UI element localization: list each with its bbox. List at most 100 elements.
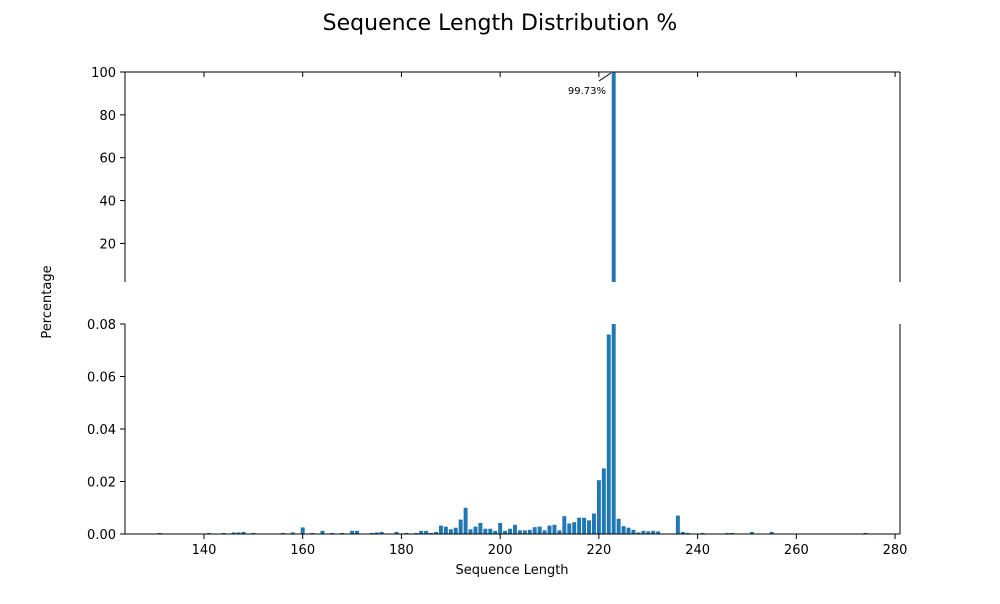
bar-247 xyxy=(730,532,735,534)
bar-162 xyxy=(310,532,315,534)
x-tick-label: 280 xyxy=(883,543,908,558)
bar-223 xyxy=(611,324,616,534)
bar-148 xyxy=(241,531,246,534)
bar-174 xyxy=(369,532,374,534)
y-tick-label: 60 xyxy=(99,152,116,167)
bar-195 xyxy=(473,526,478,534)
bar-196 xyxy=(478,522,483,534)
bar-221 xyxy=(601,468,606,534)
bar-202 xyxy=(508,528,513,534)
x-tick-label: 180 xyxy=(389,543,414,558)
bar-220 xyxy=(596,480,601,534)
bar-156 xyxy=(280,532,285,534)
bar-186 xyxy=(429,532,434,534)
upper-bars xyxy=(611,72,616,282)
bar-199 xyxy=(493,530,498,534)
bar-171 xyxy=(355,530,359,534)
upper-y-ticks: 20 40 60 80 100 xyxy=(91,66,125,252)
lower-y-ticks: 0.00 0.02 0.04 0.06 0.08 xyxy=(87,318,125,543)
bar-187 xyxy=(434,531,438,534)
bar-179 xyxy=(394,531,399,534)
bar-255 xyxy=(769,531,774,534)
bar-225 xyxy=(621,526,626,534)
bar-215 xyxy=(572,522,577,534)
bar-229 xyxy=(641,530,646,534)
bar-232 xyxy=(656,531,661,534)
bar-181 xyxy=(404,532,409,534)
bar-192 xyxy=(458,519,463,534)
lower-panel: 0.00 0.02 0.04 0.06 0.08 140 160 180 200 220 240 2… xyxy=(87,318,907,558)
bar-166 xyxy=(330,532,335,534)
bar-231 xyxy=(651,530,656,534)
bar-175 xyxy=(374,532,379,534)
chart-title: Sequence Length Distribution % xyxy=(323,11,678,36)
x-tick-label: 160 xyxy=(290,543,315,558)
bar-131 xyxy=(157,532,162,534)
bar-216 xyxy=(577,517,582,534)
bar-141 xyxy=(206,532,211,534)
bar-204 xyxy=(517,530,522,534)
x-axis-label: Sequence Length xyxy=(455,563,568,578)
x-tick-label: 220 xyxy=(586,543,611,558)
bar-146 xyxy=(231,532,236,534)
annotation-arrow xyxy=(598,72,612,82)
bar-219 xyxy=(591,513,596,534)
bar-228 xyxy=(636,532,641,534)
y-tick-label: 100 xyxy=(91,66,116,81)
bar-184 xyxy=(419,530,424,534)
bar-190 xyxy=(448,529,453,534)
bar-185 xyxy=(424,530,429,534)
y-tick-label: 20 xyxy=(99,237,116,252)
bar-207 xyxy=(532,527,537,534)
bar-224 xyxy=(616,518,621,534)
y-tick-label: 0.06 xyxy=(87,371,116,386)
bar-188 xyxy=(438,525,443,534)
y-tick-label: 0.04 xyxy=(87,423,116,438)
lower-x-ticks: 140 160 180 200 220 240 260 280 xyxy=(192,534,908,558)
upper-panel: 20 40 60 80 100 99.73% xyxy=(91,66,901,282)
bar-205 xyxy=(522,530,527,534)
bar-208 xyxy=(537,526,542,534)
bar-183 xyxy=(414,532,419,534)
x-tick-label: 240 xyxy=(685,543,710,558)
bar-222 xyxy=(606,334,611,534)
upper-x-ticks xyxy=(203,72,896,77)
bar-164 xyxy=(320,530,325,534)
y-axis-label: Percentage xyxy=(40,265,55,338)
bar-218 xyxy=(587,520,591,534)
bar-191 xyxy=(453,527,458,534)
bar-150 xyxy=(251,532,256,534)
y-tick-label: 80 xyxy=(99,109,116,124)
peak-annotation: 99.73% xyxy=(568,72,612,97)
bar-206 xyxy=(527,529,532,534)
y-tick-label: 40 xyxy=(99,195,116,210)
bar-214 xyxy=(567,523,572,534)
bar-237 xyxy=(680,531,685,534)
bar-217 xyxy=(582,517,587,534)
bar-176 xyxy=(379,531,384,534)
bar-236 xyxy=(675,515,680,534)
bar-158 xyxy=(290,532,295,534)
bar-189 xyxy=(443,526,448,534)
x-tick-label: 140 xyxy=(192,543,217,558)
bar-147 xyxy=(236,532,241,534)
bar-209 xyxy=(542,530,547,534)
bar-198 xyxy=(488,528,493,534)
y-tick-label: 0.02 xyxy=(87,476,116,491)
bar-238 xyxy=(685,532,690,534)
bar-241 xyxy=(700,532,705,534)
bar-170 xyxy=(350,530,355,534)
lower-bars xyxy=(157,324,868,534)
x-tick-label: 200 xyxy=(488,543,513,558)
bar-210 xyxy=(547,525,552,534)
x-tick-label: 260 xyxy=(784,543,809,558)
y-tick-label: 0.08 xyxy=(87,318,116,333)
bar-230 xyxy=(646,531,651,534)
y-tick-label: 0.00 xyxy=(87,528,116,543)
bar-200 xyxy=(498,522,503,534)
bar-227 xyxy=(631,529,636,534)
bar-168 xyxy=(340,532,345,534)
bar-251 xyxy=(749,531,754,534)
bar-201 xyxy=(503,530,508,534)
